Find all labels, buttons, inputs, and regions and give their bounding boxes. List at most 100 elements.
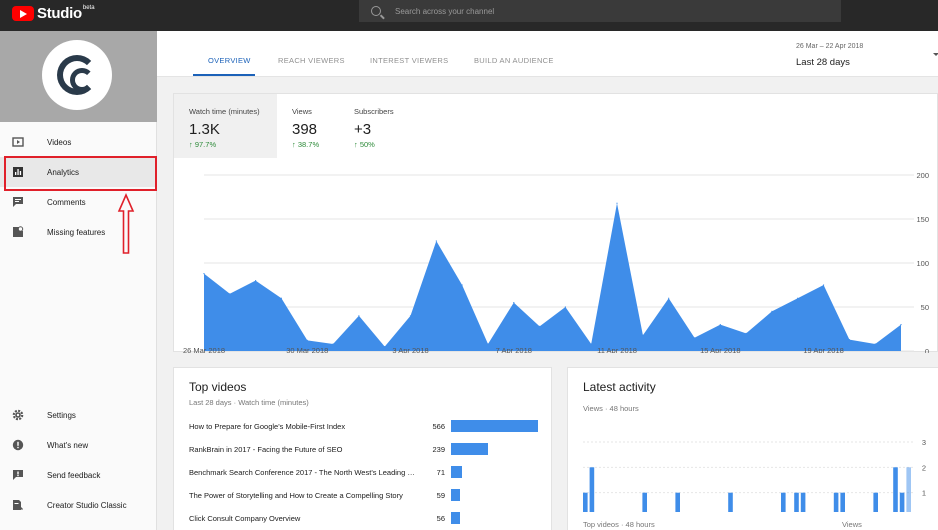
chart-point — [745, 332, 747, 334]
chart-point — [487, 343, 489, 345]
activity-y-tick: 2 — [922, 463, 926, 472]
sidebar-item-label: Missing features — [47, 227, 106, 237]
sidebar-item-comments[interactable]: Comments — [0, 187, 157, 217]
sidebar-item-whats-new[interactable]: What's new — [0, 430, 157, 460]
analytics-highlight-annotation — [4, 156, 157, 191]
sidebar-item-label: Creator Studio Classic — [47, 500, 127, 510]
top-video-title[interactable]: How to Prepare for Google's Mobile-First… — [189, 422, 346, 431]
chart-point — [823, 284, 825, 286]
top-video-count: 56 — [436, 514, 445, 523]
date-period-select[interactable]: Last 28 days — [796, 57, 850, 68]
chart-point — [719, 324, 721, 326]
y-tick-label: 200 — [916, 171, 929, 180]
sidebar-item-settings[interactable]: Settings — [0, 400, 157, 430]
sidebar-item-label: Send feedback — [47, 470, 101, 480]
activity-bar[interactable] — [893, 467, 898, 512]
tab-overview[interactable]: OVERVIEW — [208, 56, 251, 65]
feedback-icon — [12, 469, 24, 481]
activity-bar[interactable] — [873, 492, 878, 512]
activity-y-tick: 1 — [922, 489, 926, 498]
missing-features-icon — [12, 226, 24, 238]
metric-delta: ↑ 38.7% — [292, 140, 320, 149]
x-tick-label: 11 Apr 2018 — [597, 346, 637, 353]
activity-bar[interactable] — [800, 492, 806, 512]
annotation-arrow-icon — [117, 193, 135, 254]
activity-bar[interactable] — [642, 492, 647, 512]
activity-bar[interactable] — [589, 467, 595, 512]
top-video-title[interactable]: Click Consult Company Overview — [189, 514, 301, 523]
chart-point — [280, 297, 282, 299]
tab-interest-viewers[interactable]: INTEREST VIEWERS — [370, 56, 449, 65]
date-range[interactable]: 26 Mar – 22 Apr 2018 — [796, 43, 864, 50]
top-videos-title: Top videos — [189, 380, 247, 394]
activity-bar[interactable] — [583, 492, 588, 512]
sidebar-item-creator-studio-classic[interactable]: Creator Studio Classic — [0, 490, 157, 520]
tab-build-an-audience[interactable]: BUILD AN AUDIENCE — [474, 56, 554, 65]
alert-icon — [12, 439, 24, 451]
sidebar-item-analytics[interactable]: Analytics — [0, 157, 157, 187]
chart-point — [203, 273, 205, 275]
studio-logo[interactable]: Studio beta — [12, 5, 95, 22]
metric-value: 398 — [292, 121, 318, 138]
chart-point — [358, 315, 360, 317]
sidebar-item-send-feedback[interactable]: Send feedback — [0, 460, 157, 490]
chevron-down-icon[interactable] — [933, 53, 938, 56]
y-tick-label: 100 — [916, 259, 929, 268]
arrow-up-icon: ↑ — [354, 140, 360, 149]
top-video-bar — [451, 443, 488, 455]
sidebar-item-missing-features[interactable]: Missing features — [0, 217, 157, 247]
activity-bar[interactable] — [728, 492, 733, 512]
search-bar — [359, 0, 841, 22]
sidebar-item-videos[interactable]: Videos — [0, 127, 157, 157]
comment-icon — [12, 196, 24, 208]
metric-label: Watch time (minutes) — [189, 107, 260, 116]
tab-reach-viewers[interactable]: REACH VIEWERS — [278, 56, 345, 65]
search-icon[interactable] — [371, 6, 381, 16]
metric-delta: ↑ 97.7% — [189, 140, 217, 149]
chart-point — [384, 346, 386, 348]
x-tick-label: 26 Mar 2018 — [183, 346, 225, 353]
channel-avatar[interactable] — [42, 40, 112, 110]
chart-point — [874, 343, 876, 345]
chart-point — [461, 284, 463, 286]
metric-value: +3 — [354, 121, 372, 138]
activity-bar[interactable] — [899, 492, 905, 512]
top-video-title[interactable]: RankBrain in 2017 - Facing the Future of… — [189, 445, 343, 454]
activity-bar[interactable] — [781, 492, 786, 512]
sidebar: Videos Analytics Comments Missing featur… — [0, 31, 157, 530]
top-video-title[interactable]: The Power of Storytelling and How to Cre… — [189, 491, 403, 500]
metric-watch-time[interactable]: Watch time (minutes) 1.3K ↑ 97.7% — [174, 94, 277, 158]
activity-bar[interactable] — [840, 492, 845, 512]
metric-views[interactable]: Views 398 ↑ 38.7% — [277, 94, 337, 158]
sidebar-item-label: Comments — [47, 197, 86, 207]
metric-label: Views — [292, 107, 312, 116]
latest-activity-subtitle: Views · 48 hours — [583, 404, 639, 413]
chart-point — [771, 310, 773, 312]
chart-point — [642, 334, 644, 336]
metric-subscribers[interactable]: Subscribers +3 ↑ 50% — [337, 94, 407, 158]
activity-bar[interactable] — [833, 492, 839, 512]
search-input[interactable] — [395, 6, 815, 16]
video-icon — [12, 136, 24, 148]
chart-point — [306, 339, 308, 341]
top-videos-card: Top videos Last 28 days · Watch time (mi… — [173, 367, 552, 530]
main-content: OVERVIEW REACH VIEWERS INTEREST VIEWERS … — [157, 31, 938, 530]
top-videos-subtitle: Last 28 days · Watch time (minutes) — [189, 398, 309, 407]
activity-bar[interactable] — [794, 492, 799, 512]
active-tab-indicator — [193, 74, 255, 76]
chart-point — [848, 339, 851, 341]
activity-y-tick: 3 — [922, 438, 926, 447]
top-bar: Studio beta — [0, 0, 938, 31]
sidebar-item-label: Settings — [47, 410, 76, 420]
chart-point — [539, 325, 541, 327]
top-video-title[interactable]: Benchmark Search Conference 2017 - The N… — [189, 468, 417, 477]
y-tick-label: 50 — [921, 303, 929, 312]
latest-activity-title: Latest activity — [583, 380, 656, 394]
chart-point — [693, 337, 696, 339]
watch-time-area-series[interactable] — [204, 203, 901, 351]
x-tick-label: 3 Apr 2018 — [392, 346, 428, 353]
chart-point — [229, 293, 231, 295]
chart-point — [668, 297, 670, 299]
activity-bar[interactable] — [906, 467, 911, 512]
activity-bar[interactable] — [675, 492, 680, 512]
